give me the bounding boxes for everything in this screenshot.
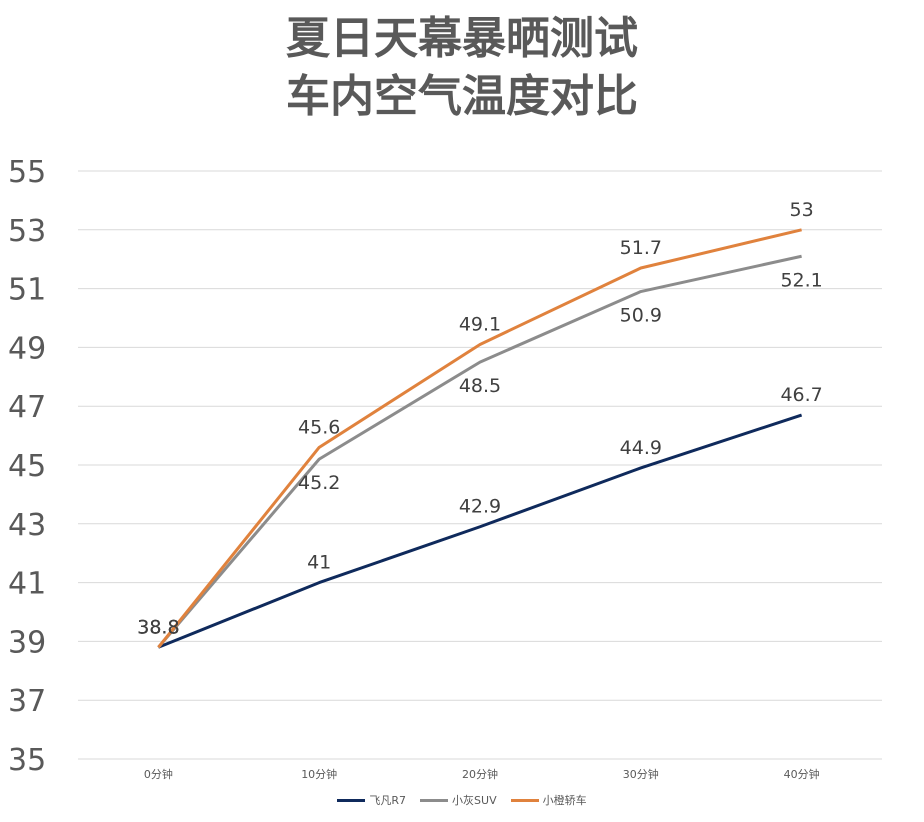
y-tick-label: 37 [8, 684, 46, 719]
x-tick-label: 30分钟 [623, 767, 659, 781]
legend-item: 飞凡R7 [337, 792, 406, 808]
y-tick-label: 41 [8, 567, 46, 602]
y-tick-label: 39 [8, 625, 46, 660]
data-labels: 38.84142.944.946.738.845.248.550.952.138… [137, 199, 823, 638]
data-label: 52.1 [780, 269, 822, 291]
legend-item: 小橙轿车 [510, 792, 587, 808]
legend-swatch [510, 798, 539, 802]
x-tick-label: 0分钟 [144, 767, 173, 781]
data-label: 50.9 [620, 305, 662, 327]
legend-label: 小灰SUV [452, 794, 497, 807]
data-label: 51.7 [620, 237, 662, 259]
y-axis: 35 37 39 41 43 45 47 49 51 53 55 [8, 155, 46, 778]
chart-title: 夏日天幕暴晒测试 车内空气温度对比 [0, 10, 924, 126]
x-tick-label: 20分钟 [462, 767, 498, 781]
y-tick-label: 43 [8, 508, 46, 543]
data-label: 44.9 [620, 437, 662, 459]
y-tick-label: 35 [8, 743, 46, 778]
chart-title-line2: 车内空气温度对比 [286, 71, 638, 122]
legend-item: 小灰SUV [420, 792, 497, 808]
gridlines [78, 170, 882, 760]
x-axis: 0分钟 10分钟 20分钟 30分钟 40分钟 [144, 767, 820, 781]
data-label: 53 [790, 199, 814, 221]
series-line-1 [157, 254, 802, 649]
y-tick-label: 53 [8, 214, 46, 249]
legend-swatch [420, 798, 449, 802]
data-label: 49.1 [459, 313, 501, 335]
legend-label: 飞凡R7 [369, 794, 407, 807]
y-tick-label: 51 [8, 273, 46, 308]
x-tick-label: 10分钟 [301, 767, 337, 781]
data-label: 45.6 [298, 416, 340, 438]
series-line-2 [157, 228, 802, 649]
x-tick-label: 40分钟 [784, 767, 820, 781]
data-label: 38.8 [137, 616, 179, 638]
series-line-0 [157, 413, 803, 649]
legend-swatch [337, 798, 366, 802]
legend: 飞凡R7 小灰SUV 小橙轿车 [0, 792, 924, 808]
y-tick-label: 55 [8, 155, 46, 190]
legend-label: 小橙轿车 [542, 794, 587, 807]
data-label: 45.2 [298, 472, 340, 494]
data-label: 38.8 [137, 616, 179, 638]
chart-title-line1: 夏日天幕暴晒测试 [286, 13, 638, 64]
y-tick-label: 49 [8, 331, 46, 366]
series-lines [157, 228, 803, 649]
data-label: 41 [307, 552, 331, 574]
data-label: 48.5 [459, 375, 501, 397]
y-tick-label: 45 [8, 449, 46, 484]
data-label: 38.8 [137, 616, 179, 638]
y-tick-label: 47 [8, 390, 46, 425]
data-label: 46.7 [780, 384, 822, 406]
data-label: 42.9 [459, 496, 501, 518]
